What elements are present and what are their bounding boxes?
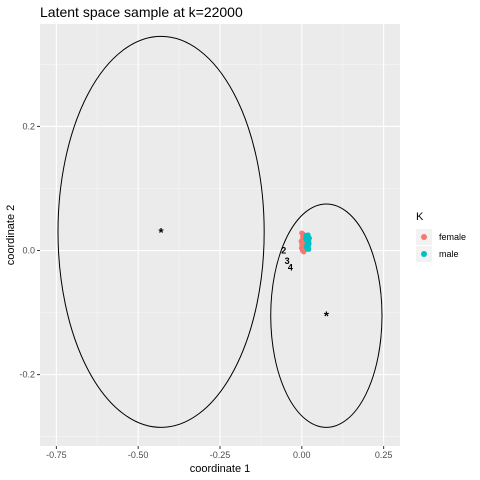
x-tick-label: -0.50 bbox=[128, 450, 149, 460]
point-labels: 234 bbox=[281, 246, 293, 273]
cluster-center-marker: * bbox=[159, 225, 165, 240]
point-label: 4 bbox=[288, 262, 293, 272]
x-axis-ticks: -0.75 -0.50 -0.25 0.00 0.25 bbox=[46, 446, 392, 460]
y-axis-title: coordinate 2 bbox=[5, 205, 17, 266]
legend: K female male bbox=[416, 211, 466, 262]
cluster-center-marker: * bbox=[324, 309, 330, 324]
x-axis-title: coordinate 1 bbox=[190, 463, 251, 475]
y-axis-ticks: -0.2 0.0 0.2 bbox=[19, 121, 40, 380]
cluster-ellipse bbox=[57, 35, 265, 428]
x-tick-label: -0.25 bbox=[210, 450, 231, 460]
legend-label-female: female bbox=[439, 232, 466, 242]
cluster-ellipses bbox=[57, 35, 383, 428]
x-tick-label: -0.75 bbox=[46, 450, 67, 460]
point-label: 2 bbox=[281, 246, 286, 256]
legend-title: K bbox=[416, 211, 424, 223]
chart-title: Latent space sample at k=22000 bbox=[40, 4, 243, 20]
cluster-centers: ** bbox=[159, 225, 330, 324]
x-tick-label: 0.00 bbox=[293, 450, 311, 460]
data-points bbox=[298, 230, 312, 255]
data-point-male bbox=[306, 246, 312, 252]
legend-key-female bbox=[421, 234, 427, 240]
legend-key-male bbox=[421, 251, 427, 257]
legend-label-male: male bbox=[439, 249, 459, 259]
cluster-ellipse bbox=[270, 203, 383, 428]
point-label: 3 bbox=[285, 256, 290, 266]
y-tick-label: -0.2 bbox=[19, 370, 35, 380]
data-point-male bbox=[306, 235, 312, 241]
y-tick-label: 0.0 bbox=[22, 246, 35, 256]
x-tick-label: 0.25 bbox=[375, 450, 393, 460]
y-tick-label: 0.2 bbox=[22, 121, 35, 131]
